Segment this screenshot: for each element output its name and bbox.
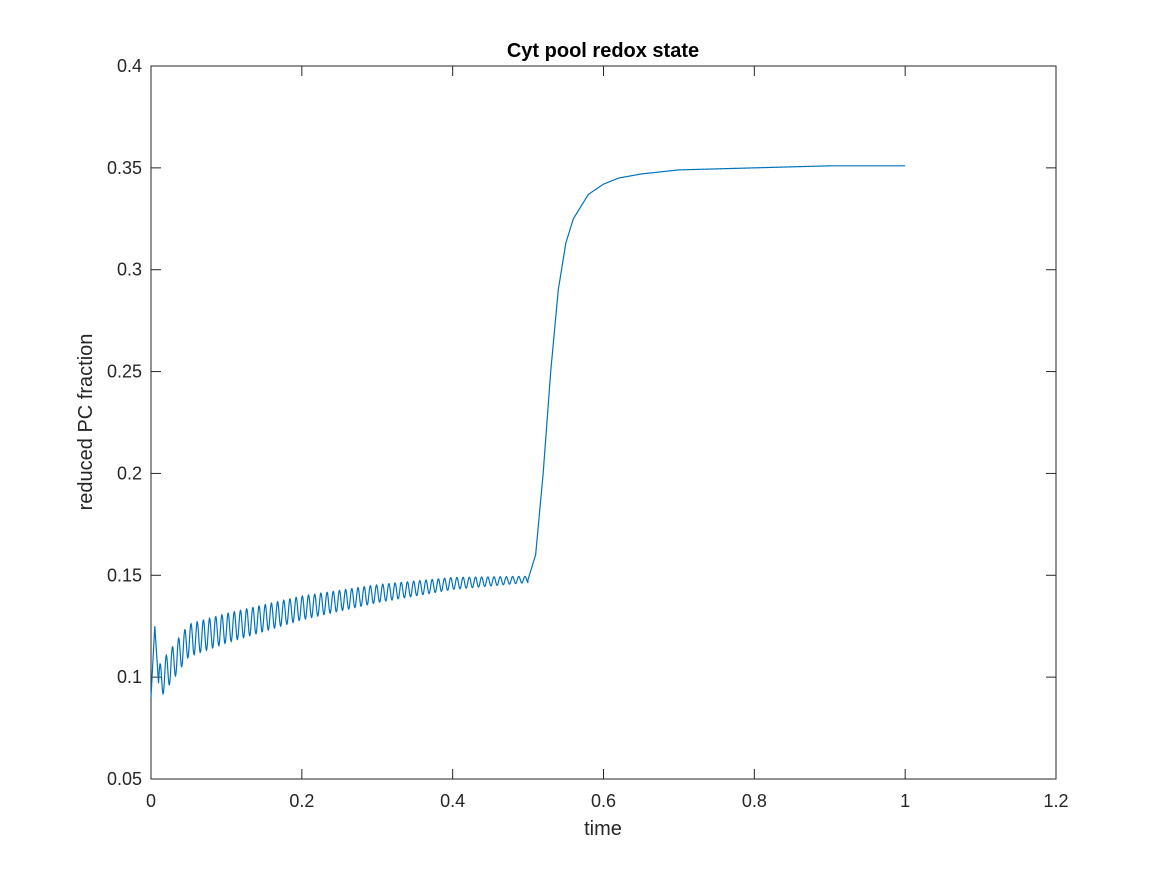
chart-title: Cyt pool redox state: [507, 40, 699, 62]
x-tick-label: 1.2: [1043, 791, 1068, 811]
y-tick-label: 0.25: [107, 362, 142, 382]
series-line: [150, 165, 906, 698]
y-axis-ticks: 0.05 0.1 0.15 0.2 0.25 0.3 0.35 0.4: [107, 56, 1056, 789]
y-tick-label: 0.4: [117, 56, 142, 76]
y-tick-label: 0.35: [107, 158, 142, 178]
x-tick-label: 1: [900, 791, 910, 811]
plot-area: [150, 65, 1057, 780]
y-tick-label: 0.05: [107, 769, 142, 789]
x-axis-label: time: [584, 818, 622, 840]
x-tick-label: 0.8: [742, 791, 767, 811]
y-tick-label: 0.3: [117, 260, 142, 280]
x-axis-ticks: 0 0.2 0.4 0.6 0.8 1 1.2: [146, 66, 1069, 811]
x-tick-label: 0.2: [289, 791, 314, 811]
x-tick-label: 0.6: [591, 791, 616, 811]
x-tick-label: 0: [146, 791, 156, 811]
y-tick-label: 0.1: [117, 667, 142, 687]
y-tick-label: 0.15: [107, 565, 142, 585]
y-tick-label: 0.2: [117, 463, 142, 483]
y-axis-label: reduced PC fraction: [75, 334, 97, 511]
x-tick-label: 0.4: [440, 791, 465, 811]
